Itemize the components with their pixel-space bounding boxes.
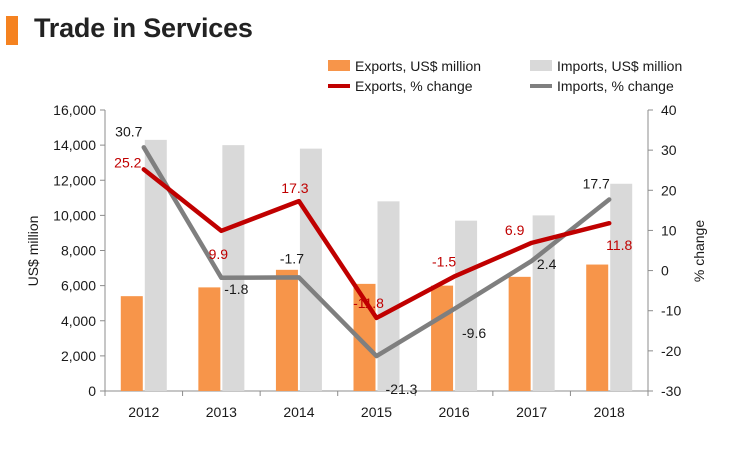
exports-change-line xyxy=(141,167,612,321)
exports-bar xyxy=(508,276,531,391)
y-tick-label-left: 8,000 xyxy=(61,243,96,259)
y-tick-label-right: 0 xyxy=(661,263,669,279)
legend: Exports, US$ million Imports, US$ millio… xyxy=(328,58,682,94)
imports-change-label: 17.7 xyxy=(583,176,610,192)
imports-change-line xyxy=(141,145,612,359)
x-tick-label: 2017 xyxy=(516,404,547,420)
exports-bar xyxy=(120,296,143,391)
y-tick-label-left: 6,000 xyxy=(61,278,96,294)
exports-change-label: 17.3 xyxy=(281,180,308,196)
imports-change-label: 2.4 xyxy=(537,256,557,272)
legend-swatch-imports-bar xyxy=(530,60,552,71)
y-tick-label-right: 40 xyxy=(661,102,677,118)
axes: 0 2,000 4,000 6,000 8,000 10,000 12,000 14,000 1… xyxy=(53,102,681,420)
exports-bar xyxy=(586,264,609,391)
data-labels: 25.2 9.9 17.3 -11.8 -1.5 6.9 11.8 30.7 -1.8 -1.7 -… xyxy=(114,123,632,397)
exports-bar xyxy=(275,269,298,391)
exports-change-label: 25.2 xyxy=(114,154,141,170)
y-tick-label-left: 10,000 xyxy=(53,207,96,223)
x-tick-label: 2014 xyxy=(283,404,314,420)
y-tick-label-right: -30 xyxy=(661,383,681,399)
x-tick-label: 2012 xyxy=(128,404,159,420)
exports-change-label: 6.9 xyxy=(505,222,525,238)
exports-change-label: -1.5 xyxy=(432,254,456,270)
lines xyxy=(141,145,612,359)
exports-bar xyxy=(198,287,221,391)
exports-change-label: 9.9 xyxy=(209,246,229,262)
imports-bar xyxy=(455,220,478,391)
title-accent-bar xyxy=(6,16,18,45)
x-tick-label: 2018 xyxy=(594,404,625,420)
legend-label-exports-line: Exports, % change xyxy=(355,78,473,94)
y-axis-title-left: US$ million xyxy=(25,216,41,287)
exports-change-label: 11.8 xyxy=(606,237,632,253)
imports-change-label: 30.7 xyxy=(115,123,142,139)
imports-bar xyxy=(610,183,633,391)
y-tick-label-right: 30 xyxy=(661,142,677,158)
x-tick-label: 2013 xyxy=(206,404,237,420)
y-tick-label-right: 10 xyxy=(661,222,677,238)
legend-label-exports-bar: Exports, US$ million xyxy=(355,58,481,74)
imports-change-label: -1.7 xyxy=(280,250,304,266)
imports-change-label: -1.8 xyxy=(224,281,248,297)
y-tick-label-left: 0 xyxy=(88,383,96,399)
y-tick-label-left: 14,000 xyxy=(53,137,96,153)
y-tick-label-left: 16,000 xyxy=(53,102,96,118)
y-tick-label-right: 20 xyxy=(661,182,677,198)
x-tick-label: 2016 xyxy=(438,404,469,420)
y-tick-label-left: 4,000 xyxy=(61,313,96,329)
x-tick-label: 2015 xyxy=(361,404,392,420)
y-axis-title-right: % change xyxy=(691,220,707,282)
imports-change-label: -21.3 xyxy=(386,381,418,397)
y-tick-label-right: -20 xyxy=(661,343,681,359)
imports-change-label: -9.6 xyxy=(462,325,486,341)
exports-bar xyxy=(431,285,454,391)
legend-swatch-exports-bar xyxy=(328,60,350,71)
y-tick-label-left: 12,000 xyxy=(53,172,96,188)
imports-bar xyxy=(222,145,245,391)
exports-change-label: -11.8 xyxy=(353,295,384,311)
legend-label-imports-bar: Imports, US$ million xyxy=(557,58,682,74)
legend-label-imports-line: Imports, % change xyxy=(557,78,674,94)
page-title: Trade in Services xyxy=(34,13,253,43)
y-tick-label-left: 2,000 xyxy=(61,348,96,364)
y-tick-label-right: -10 xyxy=(661,303,681,319)
imports-bar xyxy=(532,215,555,391)
imports-bar xyxy=(144,139,167,391)
